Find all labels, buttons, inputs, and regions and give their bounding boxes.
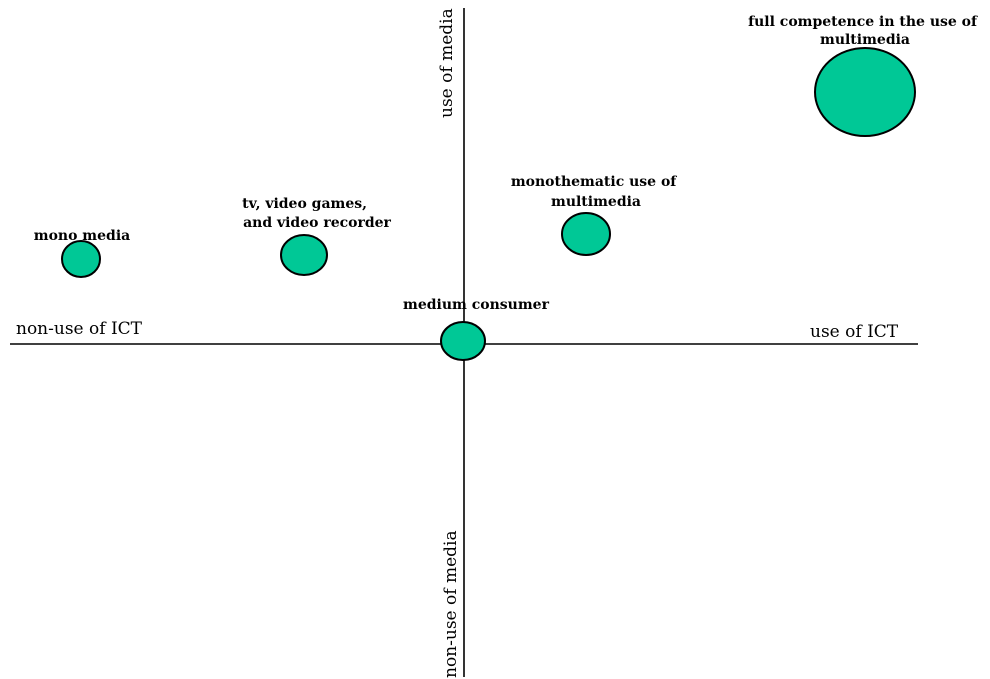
label-monothematic-use-line-2: multimedia xyxy=(551,194,641,210)
label-medium-consumer: medium consumer xyxy=(403,297,550,313)
label-medium-consumer-line-1: medium consumer xyxy=(403,297,550,313)
bubble-tv-video-games xyxy=(280,234,328,276)
bubble-monothematic-use xyxy=(561,212,611,256)
label-monothematic-use-line-1: monothematic use of xyxy=(511,174,677,190)
bubble-mono-media xyxy=(61,240,101,278)
axis-label-y-negative: non-use of media xyxy=(441,530,461,678)
axis-label-x-negative: non-use of ICT xyxy=(16,319,143,339)
label-tv-video-games-line-2: and video recorder xyxy=(243,215,391,231)
axis-label-x-positive: use of ICT xyxy=(810,322,899,342)
label-tv-video-games-line-1: tv, video games, xyxy=(242,196,367,212)
label-mono-media: mono media xyxy=(34,228,130,244)
label-monothematic-use: monothematic use of multimedia xyxy=(511,174,681,210)
label-full-competence: full competence in the use of multimedia xyxy=(748,14,982,48)
label-full-competence-line-1: full competence in the use of xyxy=(748,14,978,30)
label-mono-media-line-1: mono media xyxy=(34,228,130,244)
label-tv-video-games: tv, video games, and video recorder xyxy=(242,196,391,231)
label-full-competence-line-2: multimedia xyxy=(820,32,910,48)
axis-label-y-positive: use of media xyxy=(437,8,457,118)
bubble-medium-consumer xyxy=(440,321,486,361)
bubble-full-competence xyxy=(814,47,916,137)
